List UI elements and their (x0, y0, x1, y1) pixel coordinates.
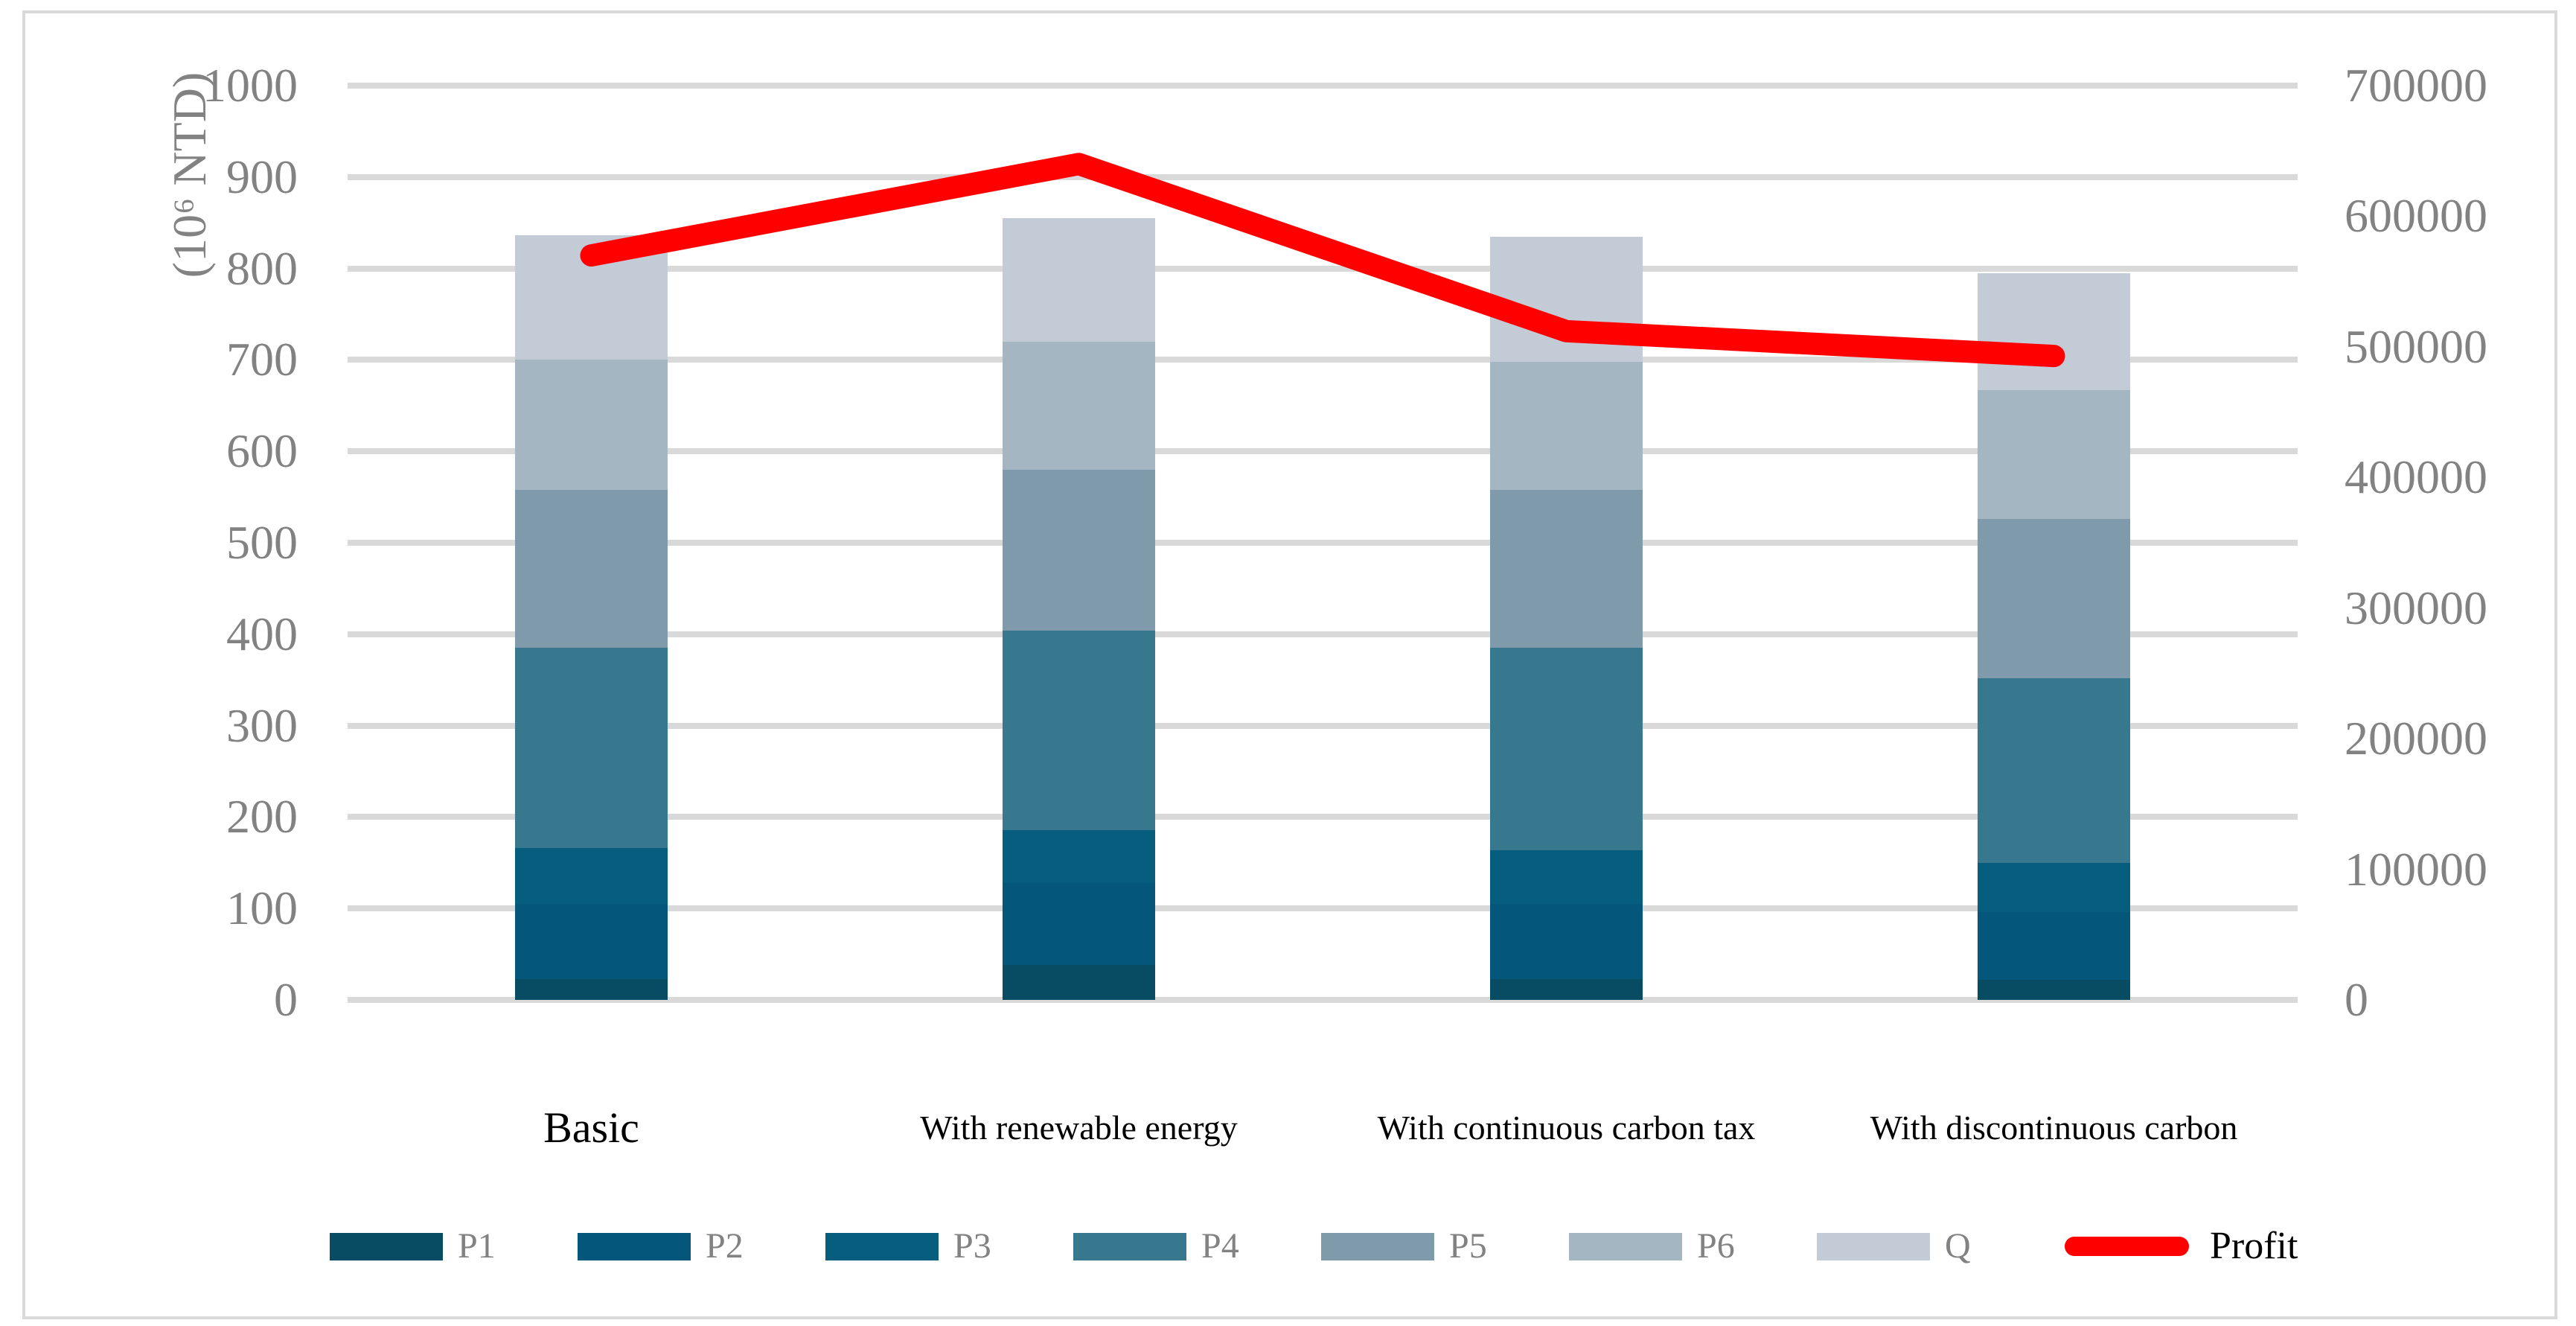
bar-segment-p4 (515, 648, 668, 849)
bar-segment-q (515, 235, 668, 360)
left-axis-tick: 400 (226, 607, 298, 660)
bar-segment-p1 (515, 978, 668, 1000)
bar-segment-q (1978, 272, 2130, 390)
gridline (348, 905, 2298, 912)
gridline (348, 83, 2298, 89)
legend-item-p6: P6 (1569, 1214, 1735, 1278)
legend-label: P5 (1449, 1226, 1487, 1266)
bar-segment-p5 (515, 489, 668, 648)
legend-item-p2: P2 (578, 1214, 744, 1278)
category-label-2: With renewable energy (920, 1109, 1238, 1147)
right-axis-tick: 400000 (2345, 450, 2487, 504)
bar-segment-p6 (515, 360, 668, 490)
bar-segment-p3 (1490, 850, 1643, 905)
gridline (348, 722, 2298, 729)
bar-segment-p2 (1003, 882, 1155, 966)
legend-label: P1 (458, 1226, 496, 1266)
legend-color-swatch (578, 1232, 691, 1260)
left-axis-tick: 600 (226, 424, 298, 478)
left-axis-tick: 100 (226, 882, 298, 935)
gridline (348, 540, 2298, 546)
legend-color-swatch (1817, 1232, 1930, 1260)
bar-segment-p1 (1003, 965, 1155, 1000)
legend-label: Profit (2210, 1225, 2298, 1267)
right-axis-tick: 500000 (2345, 319, 2487, 373)
gridline (348, 997, 2298, 1003)
legend-color-swatch (1569, 1232, 1682, 1260)
bar-segment-p5 (1490, 489, 1643, 648)
stacked-bar-1 (515, 235, 668, 1000)
right-axis-tick: 300000 (2345, 581, 2487, 634)
gridline (348, 173, 2298, 180)
legend-color-swatch (1073, 1232, 1186, 1260)
right-axis-tick: 600000 (2345, 189, 2487, 243)
bar-segment-q (1003, 218, 1155, 342)
right-axis-tick: 0 (2345, 973, 2368, 1026)
left-axis-tick: 900 (226, 150, 298, 203)
bar-segment-p2 (1978, 912, 2130, 980)
category-label-3: With continuous carbon tax (1377, 1109, 1756, 1147)
stacked-bar-4 (1978, 272, 2130, 1000)
bar-segment-p1 (1978, 979, 2130, 1000)
gridline (348, 814, 2298, 820)
legend-label: P4 (1201, 1226, 1239, 1266)
left-axis-title: (10⁶ NTD) (163, 71, 216, 278)
legend-item-q: Q (1817, 1214, 1971, 1278)
bar-segment-p6 (1003, 341, 1155, 470)
legend-label: Q (1945, 1226, 1971, 1266)
bar-segment-p6 (1490, 361, 1643, 490)
legend-color-swatch (825, 1232, 939, 1260)
legend-color-swatch (330, 1232, 443, 1260)
right-axis-tick: 200000 (2345, 712, 2487, 765)
legend-color-swatch (1321, 1232, 1434, 1260)
left-axis-tick: 500 (226, 516, 298, 569)
legend-label: P6 (1697, 1226, 1735, 1266)
bar-segment-p5 (1003, 469, 1155, 631)
bar-segment-p4 (1003, 630, 1155, 830)
left-axis-tick: 0 (274, 973, 298, 1026)
legend-item-profit: Profit (2065, 1214, 2298, 1278)
legend-label: P2 (706, 1226, 744, 1266)
gridline (348, 448, 2298, 455)
left-axis-tick: 1000 (202, 59, 298, 112)
bar-segment-p3 (1978, 862, 2130, 913)
right-axis-tick: 100000 (2345, 842, 2487, 896)
stacked-bar-3 (1490, 236, 1643, 1000)
legend-item-p1: P1 (330, 1214, 496, 1278)
right-axis-tick: 700000 (2345, 59, 2487, 112)
left-axis-tick: 200 (226, 790, 298, 844)
category-label-4: With discontinuous carbon (1870, 1109, 2238, 1147)
legend-item-p4: P4 (1073, 1214, 1239, 1278)
chart-border (22, 10, 2557, 1319)
bar-segment-p1 (1490, 978, 1643, 1000)
bar-segment-p4 (1490, 648, 1643, 850)
legend-label: P3 (953, 1226, 991, 1266)
legend-line-marker (2065, 1237, 2189, 1256)
stacked-bar-2 (1003, 218, 1155, 1000)
legend-item-p3: P3 (825, 1214, 991, 1278)
left-axis-tick: 700 (226, 333, 298, 386)
gridline (348, 631, 2298, 637)
bar-segment-p2 (515, 904, 668, 979)
left-axis-tick: 300 (226, 698, 298, 752)
bar-segment-q (1490, 236, 1643, 362)
bar-segment-p6 (1978, 389, 2130, 520)
bar-segment-p3 (515, 848, 668, 905)
bar-segment-p3 (1003, 829, 1155, 883)
category-label-1: Basic (543, 1103, 639, 1152)
bar-segment-p2 (1490, 904, 1643, 979)
bar-segment-p5 (1978, 519, 2130, 678)
legend-item-p5: P5 (1321, 1214, 1487, 1278)
left-axis-tick: 800 (226, 241, 298, 295)
bar-segment-p4 (1978, 678, 2130, 863)
